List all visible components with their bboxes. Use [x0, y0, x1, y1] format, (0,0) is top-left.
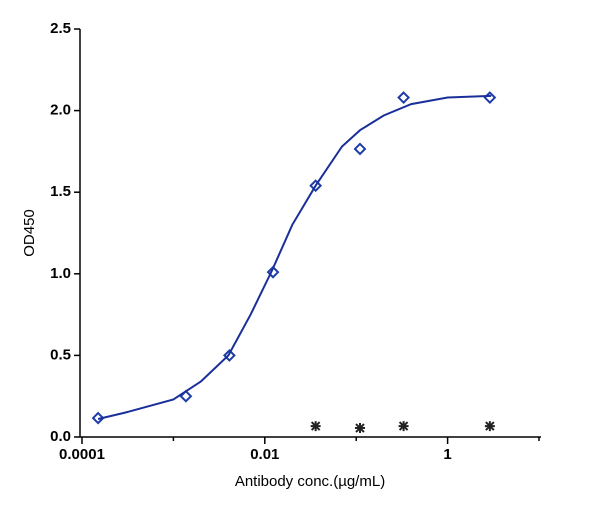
x-tick-label: 1: [443, 446, 451, 463]
data-point: [483, 91, 497, 104]
control-point: [398, 421, 409, 432]
y-tick-label: 2.0: [50, 102, 71, 119]
y-tick-label: 1.5: [50, 183, 71, 200]
y-tick-label: 0.0: [50, 428, 71, 445]
control-point: [484, 421, 495, 432]
x-tick-label: 0.01: [250, 446, 279, 463]
x-axis-label: Antibody conc.(µg/mL): [235, 473, 385, 490]
data-point: [397, 91, 411, 104]
y-tick-label: 1.0: [50, 265, 71, 282]
data-point: [266, 265, 280, 279]
x-tick-label: 0.0001: [59, 446, 105, 463]
control-point: [310, 421, 321, 432]
fit-curve: [97, 94, 492, 420]
y-tick-label: 2.5: [50, 20, 71, 37]
data-point: [353, 142, 367, 156]
y-axis-label: OD450: [21, 209, 38, 257]
control-point: [354, 423, 365, 434]
y-tick-label: 0.5: [50, 346, 71, 363]
